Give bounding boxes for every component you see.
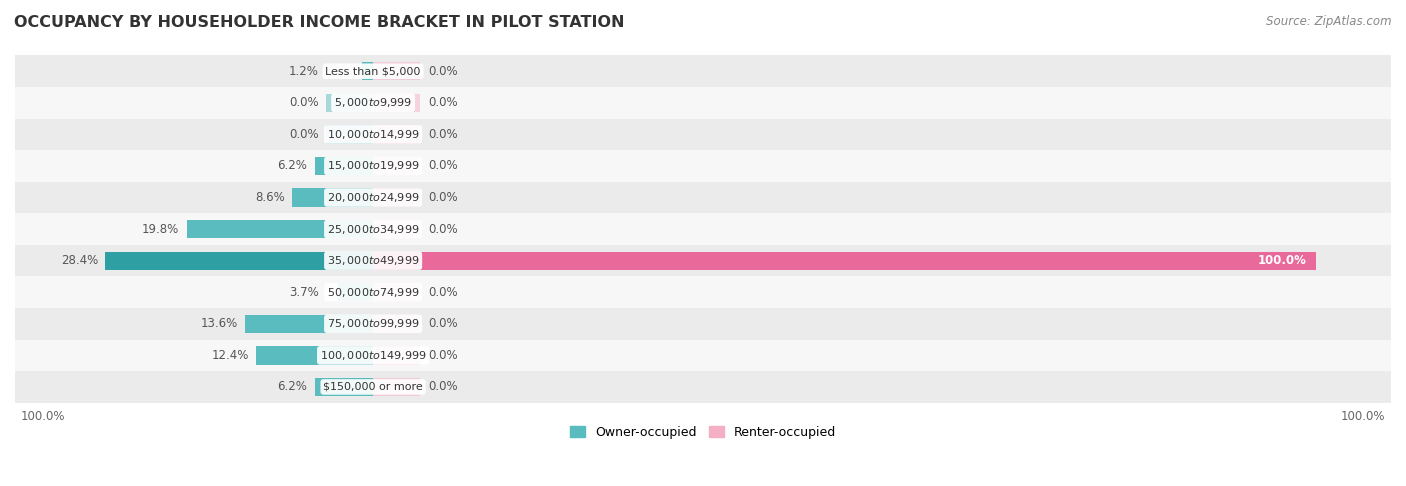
Bar — [373, 189, 420, 207]
Bar — [339, 283, 373, 301]
Bar — [315, 157, 373, 175]
Text: 0.0%: 0.0% — [427, 349, 457, 362]
Text: $15,000 to $19,999: $15,000 to $19,999 — [326, 159, 419, 173]
Bar — [105, 252, 373, 270]
Bar — [373, 125, 420, 143]
Bar — [373, 252, 1316, 270]
Text: 8.6%: 8.6% — [254, 191, 284, 204]
Text: OCCUPANCY BY HOUSEHOLDER INCOME BRACKET IN PILOT STATION: OCCUPANCY BY HOUSEHOLDER INCOME BRACKET … — [14, 15, 624, 30]
Text: 0.0%: 0.0% — [427, 286, 457, 299]
Text: 1.2%: 1.2% — [288, 65, 319, 78]
Text: 0.0%: 0.0% — [427, 223, 457, 236]
Text: 28.4%: 28.4% — [60, 254, 98, 267]
Legend: Owner-occupied, Renter-occupied: Owner-occupied, Renter-occupied — [565, 420, 841, 444]
Text: Less than $5,000: Less than $5,000 — [325, 66, 420, 76]
Bar — [256, 346, 373, 364]
Text: 13.6%: 13.6% — [200, 317, 238, 330]
Bar — [15, 213, 1391, 245]
Text: 0.0%: 0.0% — [288, 128, 319, 141]
Bar — [15, 245, 1391, 277]
Text: 0.0%: 0.0% — [427, 159, 457, 173]
Text: 0.0%: 0.0% — [427, 128, 457, 141]
Bar — [187, 220, 373, 238]
Bar — [15, 55, 1391, 87]
Bar — [373, 378, 420, 396]
Text: 100.0%: 100.0% — [1257, 254, 1306, 267]
Text: 0.0%: 0.0% — [288, 96, 319, 109]
Bar — [373, 346, 420, 364]
Bar — [326, 94, 373, 112]
Text: $5,000 to $9,999: $5,000 to $9,999 — [335, 96, 412, 109]
Text: 0.0%: 0.0% — [427, 96, 457, 109]
Bar — [373, 314, 420, 333]
Bar — [315, 378, 373, 396]
Bar — [361, 62, 373, 80]
Bar — [373, 62, 420, 80]
Bar — [15, 340, 1391, 371]
Text: Source: ZipAtlas.com: Source: ZipAtlas.com — [1267, 15, 1392, 28]
Text: 6.2%: 6.2% — [277, 381, 307, 394]
Bar — [373, 283, 420, 301]
Bar — [15, 87, 1391, 119]
Text: 12.4%: 12.4% — [211, 349, 249, 362]
Bar — [15, 308, 1391, 340]
Bar — [373, 220, 420, 238]
Text: $150,000 or more: $150,000 or more — [323, 382, 423, 392]
Text: $10,000 to $14,999: $10,000 to $14,999 — [326, 128, 419, 141]
Text: 0.0%: 0.0% — [427, 65, 457, 78]
Text: 6.2%: 6.2% — [277, 159, 307, 173]
Text: 3.7%: 3.7% — [288, 286, 319, 299]
Bar — [373, 94, 420, 112]
Bar — [326, 125, 373, 143]
Text: 0.0%: 0.0% — [427, 317, 457, 330]
Text: 0.0%: 0.0% — [427, 191, 457, 204]
Text: $100,000 to $149,999: $100,000 to $149,999 — [319, 349, 426, 362]
Bar — [15, 277, 1391, 308]
Text: $50,000 to $74,999: $50,000 to $74,999 — [326, 286, 419, 299]
Text: $25,000 to $34,999: $25,000 to $34,999 — [326, 223, 419, 236]
Text: $20,000 to $24,999: $20,000 to $24,999 — [326, 191, 419, 204]
Bar — [15, 150, 1391, 182]
Bar — [15, 119, 1391, 150]
Text: 19.8%: 19.8% — [142, 223, 179, 236]
Text: 0.0%: 0.0% — [427, 381, 457, 394]
Text: $75,000 to $99,999: $75,000 to $99,999 — [326, 317, 419, 330]
Bar — [15, 371, 1391, 403]
Bar — [373, 157, 420, 175]
Bar — [245, 314, 373, 333]
Bar — [15, 182, 1391, 213]
Bar — [292, 189, 373, 207]
Text: $35,000 to $49,999: $35,000 to $49,999 — [326, 254, 419, 267]
